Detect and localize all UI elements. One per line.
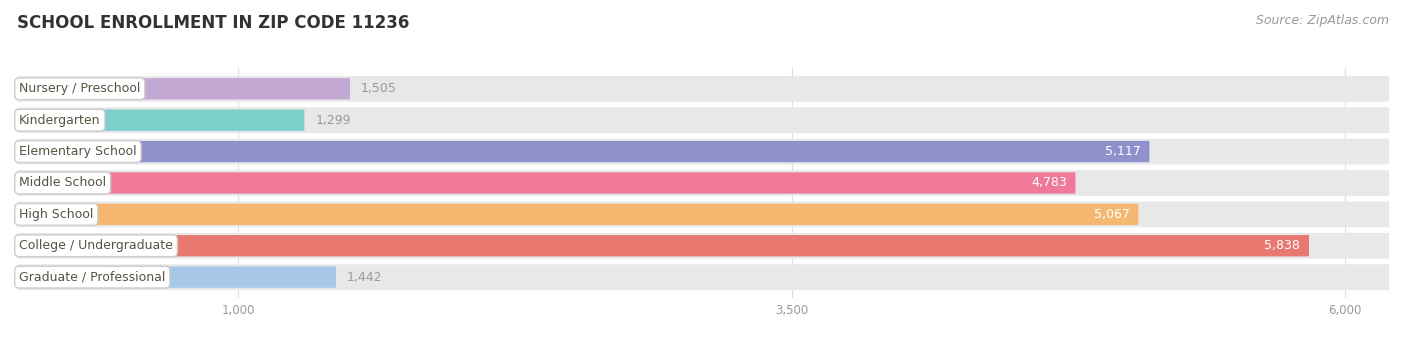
Text: Elementary School: Elementary School bbox=[20, 145, 136, 158]
FancyBboxPatch shape bbox=[17, 204, 1139, 225]
FancyBboxPatch shape bbox=[17, 78, 350, 100]
Text: Graduate / Professional: Graduate / Professional bbox=[20, 271, 166, 284]
Text: SCHOOL ENROLLMENT IN ZIP CODE 11236: SCHOOL ENROLLMENT IN ZIP CODE 11236 bbox=[17, 14, 409, 32]
FancyBboxPatch shape bbox=[17, 264, 1389, 290]
Text: 1,505: 1,505 bbox=[361, 82, 396, 95]
FancyBboxPatch shape bbox=[17, 201, 1389, 227]
FancyBboxPatch shape bbox=[17, 170, 1389, 196]
Text: Source: ZipAtlas.com: Source: ZipAtlas.com bbox=[1256, 14, 1389, 27]
FancyBboxPatch shape bbox=[17, 107, 1389, 133]
Text: High School: High School bbox=[20, 208, 93, 221]
Text: Nursery / Preschool: Nursery / Preschool bbox=[20, 82, 141, 95]
Text: 5,067: 5,067 bbox=[1094, 208, 1129, 221]
FancyBboxPatch shape bbox=[17, 141, 1150, 162]
FancyBboxPatch shape bbox=[17, 266, 336, 288]
Text: 5,117: 5,117 bbox=[1105, 145, 1140, 158]
Text: 4,783: 4,783 bbox=[1031, 176, 1067, 189]
Text: College / Undergraduate: College / Undergraduate bbox=[20, 239, 173, 252]
Text: 1,442: 1,442 bbox=[347, 271, 382, 284]
FancyBboxPatch shape bbox=[17, 109, 304, 131]
FancyBboxPatch shape bbox=[17, 172, 1076, 194]
FancyBboxPatch shape bbox=[17, 233, 1389, 259]
Text: Middle School: Middle School bbox=[20, 176, 107, 189]
FancyBboxPatch shape bbox=[17, 235, 1309, 256]
Text: 1,299: 1,299 bbox=[315, 114, 352, 127]
FancyBboxPatch shape bbox=[17, 76, 1389, 102]
FancyBboxPatch shape bbox=[17, 139, 1389, 165]
Text: 5,838: 5,838 bbox=[1264, 239, 1301, 252]
Text: Kindergarten: Kindergarten bbox=[20, 114, 101, 127]
